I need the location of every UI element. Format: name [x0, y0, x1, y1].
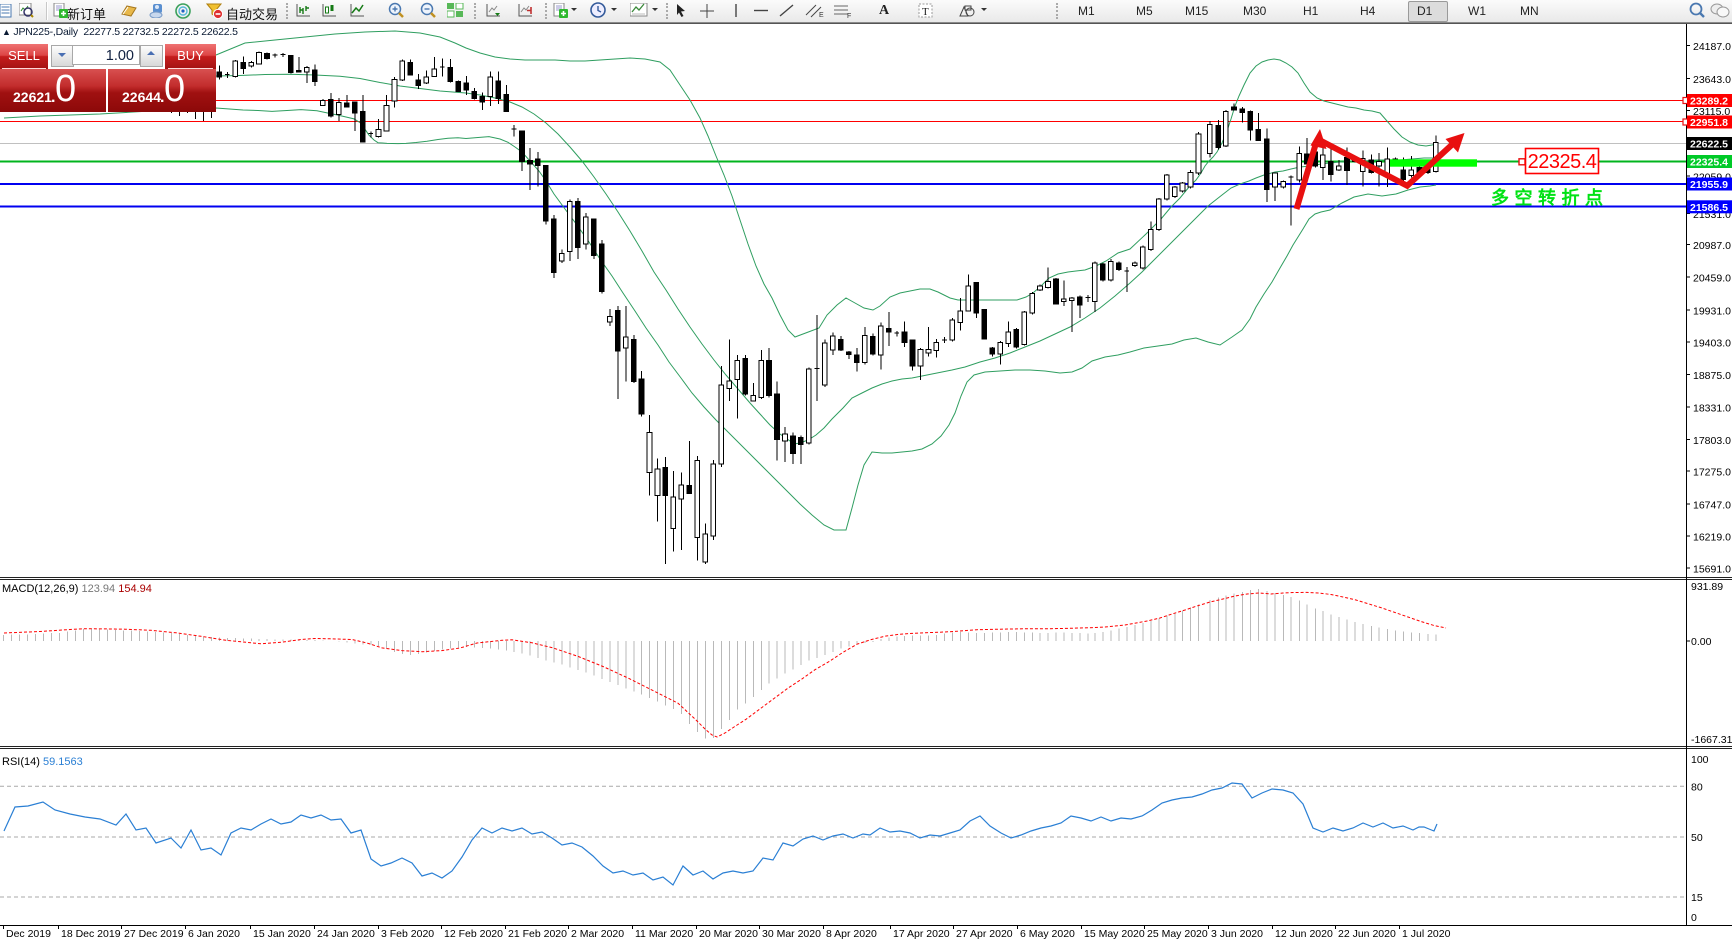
svg-text:24187.0: 24187.0 — [1693, 41, 1731, 53]
svg-text:17 Apr 2020: 17 Apr 2020 — [893, 928, 950, 940]
svg-text:8 Apr 2020: 8 Apr 2020 — [826, 928, 877, 940]
svg-text:15 Jan 2020: 15 Jan 2020 — [253, 928, 311, 940]
svg-text:-1667.31: -1667.31 — [1691, 734, 1732, 746]
svg-text:17275.0: 17275.0 — [1693, 467, 1731, 479]
svg-text:RSI(14) 59.1563: RSI(14) 59.1563 — [2, 756, 83, 768]
svg-text:80: 80 — [1691, 781, 1703, 793]
svg-text:多空转折点: 多空转折点 — [1491, 187, 1603, 208]
svg-text:E: E — [819, 12, 824, 18]
svg-text:30 Mar 2020: 30 Mar 2020 — [762, 928, 821, 940]
svg-text:22325.4: 22325.4 — [1528, 151, 1597, 173]
svg-text:MACD(12,26,9) 123.94 154.94: MACD(12,26,9) 123.94 154.94 — [2, 583, 152, 595]
svg-text:22622.5: 22622.5 — [1690, 139, 1728, 151]
svg-text:6 May 2020: 6 May 2020 — [1020, 928, 1075, 940]
svg-text:0: 0 — [1691, 912, 1697, 924]
svg-text:16747.0: 16747.0 — [1693, 499, 1731, 511]
svg-text:23289.2: 23289.2 — [1690, 96, 1728, 108]
svg-text:24 Jan 2020: 24 Jan 2020 — [317, 928, 375, 940]
svg-text:22951.8: 22951.8 — [1690, 117, 1728, 129]
svg-text:23643.0: 23643.0 — [1693, 74, 1731, 86]
svg-text:22325.4: 22325.4 — [1690, 157, 1728, 169]
svg-text:931.89: 931.89 — [1691, 581, 1723, 593]
svg-text:1 Jul 2020: 1 Jul 2020 — [1402, 928, 1451, 940]
svg-text:T: T — [922, 6, 929, 18]
svg-text:21586.5: 21586.5 — [1690, 202, 1728, 214]
svg-text:15691.0: 15691.0 — [1693, 564, 1731, 576]
svg-text:12 Jun 2020: 12 Jun 2020 — [1275, 928, 1333, 940]
svg-text:27 Apr 2020: 27 Apr 2020 — [956, 928, 1013, 940]
svg-text:21 Feb 2020: 21 Feb 2020 — [508, 928, 567, 940]
svg-text:3 Jun 2020: 3 Jun 2020 — [1211, 928, 1263, 940]
svg-text:17803.0: 17803.0 — [1693, 435, 1731, 447]
svg-text:18 Dec 2019: 18 Dec 2019 — [61, 928, 121, 940]
svg-text:0.00: 0.00 — [1691, 636, 1712, 648]
svg-text:19931.0: 19931.0 — [1693, 306, 1731, 318]
svg-text:6 Jan 2020: 6 Jan 2020 — [188, 928, 240, 940]
svg-text:F: F — [847, 13, 851, 18]
svg-text:23115.0: 23115.0 — [1693, 106, 1730, 118]
svg-text:22 Jun 2020: 22 Jun 2020 — [1338, 928, 1396, 940]
svg-text:3 Feb 2020: 3 Feb 2020 — [381, 928, 434, 940]
svg-text:18875.0: 18875.0 — [1693, 370, 1731, 382]
svg-text:25 May 2020: 25 May 2020 — [1147, 928, 1208, 940]
svg-text:21955.9: 21955.9 — [1690, 179, 1728, 191]
svg-text:50: 50 — [1691, 832, 1703, 844]
svg-text:12 Feb 2020: 12 Feb 2020 — [444, 928, 503, 940]
svg-text:20987.0: 20987.0 — [1693, 240, 1731, 252]
svg-text:27 Dec 2019: 27 Dec 2019 — [124, 928, 184, 940]
svg-text:18331.0: 18331.0 — [1693, 402, 1731, 414]
svg-text:20459.0: 20459.0 — [1693, 273, 1731, 285]
svg-text:15: 15 — [1691, 892, 1703, 904]
svg-text:20 Mar 2020: 20 Mar 2020 — [699, 928, 758, 940]
svg-text:16219.0: 16219.0 — [1693, 532, 1731, 544]
svg-text:Dec 2019: Dec 2019 — [6, 928, 51, 940]
svg-text:11 Mar 2020: 11 Mar 2020 — [635, 928, 693, 940]
svg-text:15 May 2020: 15 May 2020 — [1084, 928, 1145, 940]
svg-text:19403.0: 19403.0 — [1693, 337, 1731, 349]
svg-text:100: 100 — [1691, 754, 1709, 766]
svg-text:2 Mar 2020: 2 Mar 2020 — [571, 928, 624, 940]
